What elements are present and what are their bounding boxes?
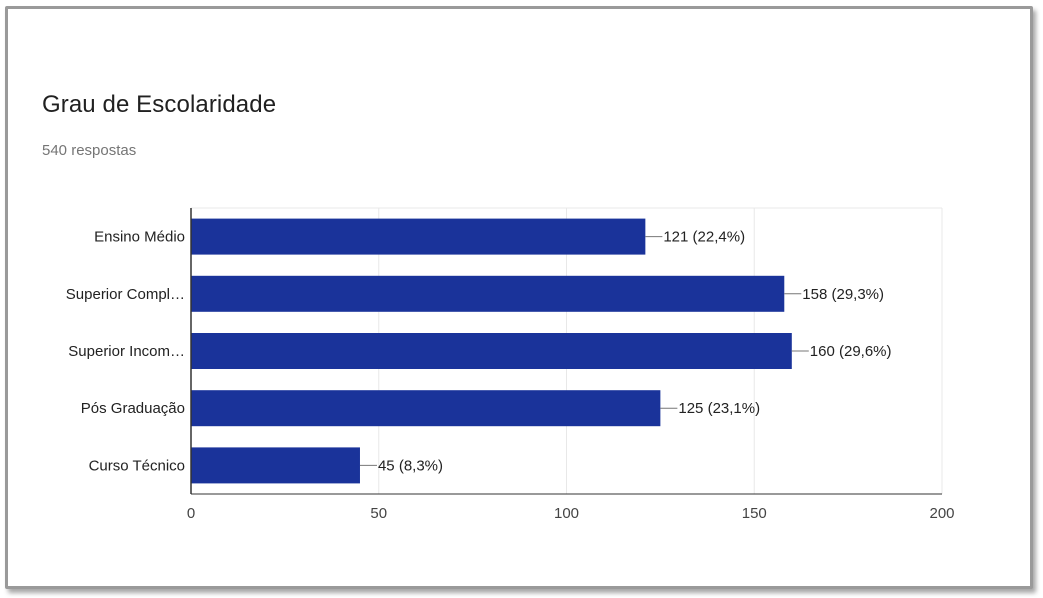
data-label: 45 (8,3%) bbox=[378, 457, 443, 474]
bar bbox=[191, 218, 646, 255]
x-tick-label: 100 bbox=[554, 505, 579, 522]
data-label: 121 (22,4%) bbox=[663, 229, 745, 246]
data-label: 160 (29,6%) bbox=[810, 343, 892, 360]
chart-card: Grau de Escolaridade 540 respostas 0 50 10… bbox=[5, 6, 1033, 589]
category-label: Superior Incom… bbox=[68, 343, 185, 360]
axes bbox=[190, 208, 942, 495]
response-count: 540 respostas bbox=[42, 142, 137, 159]
bars bbox=[191, 218, 792, 484]
bar bbox=[191, 447, 360, 484]
category-label: Ensino Médio bbox=[94, 229, 185, 246]
data-label: 158 (29,3%) bbox=[802, 286, 884, 303]
bar bbox=[191, 390, 661, 427]
x-tick-label: 150 bbox=[742, 505, 767, 522]
x-tick-label: 0 bbox=[187, 505, 195, 522]
bar bbox=[191, 275, 785, 312]
bar bbox=[191, 333, 792, 369]
category-label: Curso Técnico bbox=[89, 457, 185, 474]
data-label: 125 (23,1%) bbox=[678, 400, 760, 417]
category-label: Superior Compl… bbox=[66, 286, 185, 303]
x-tick-label: 200 bbox=[929, 505, 954, 522]
x-tick-label: 50 bbox=[370, 505, 387, 522]
category-label: Pós Graduação bbox=[81, 400, 185, 417]
chart-title: Grau de Escolaridade bbox=[42, 91, 277, 118]
labels: 0 50 100 150 200 Ensino Médio 121 (22,4%) Super… bbox=[66, 229, 955, 522]
bar-chart: 0 50 100 150 200 Ensino Médio 121 (22,4%) Super… bbox=[66, 207, 955, 522]
